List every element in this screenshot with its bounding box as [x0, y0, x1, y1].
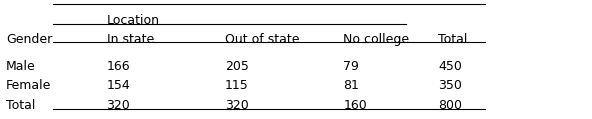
Text: 154: 154: [107, 79, 130, 92]
Text: In state: In state: [107, 33, 154, 46]
Text: 166: 166: [107, 60, 130, 72]
Text: 81: 81: [343, 79, 359, 92]
Text: 350: 350: [438, 79, 462, 92]
Text: 160: 160: [343, 99, 367, 112]
Text: 320: 320: [225, 99, 249, 112]
Text: 115: 115: [225, 79, 249, 92]
Text: Out of state: Out of state: [225, 33, 300, 46]
Text: Male: Male: [6, 60, 36, 72]
Text: Gender: Gender: [6, 33, 52, 46]
Text: Female: Female: [6, 79, 52, 92]
Text: Total: Total: [6, 99, 36, 112]
Text: 320: 320: [107, 99, 130, 112]
Text: Location: Location: [107, 14, 160, 27]
Text: 450: 450: [438, 60, 462, 72]
Text: No college: No college: [343, 33, 410, 46]
Text: 800: 800: [438, 99, 462, 112]
Text: Total: Total: [438, 33, 468, 46]
Text: 79: 79: [343, 60, 359, 72]
Text: 205: 205: [225, 60, 249, 72]
